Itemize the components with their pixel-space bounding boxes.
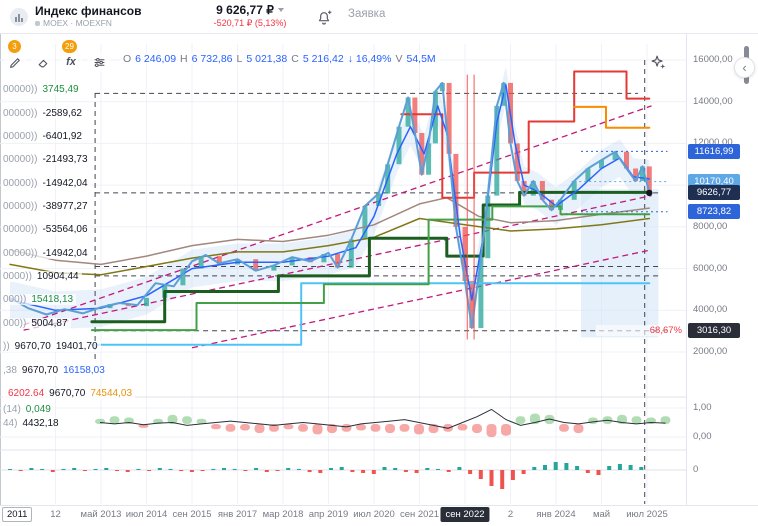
instrument-name: Индекс финансов	[35, 4, 142, 18]
pane-tick: 0	[693, 464, 699, 475]
time-tick: 2011	[2, 507, 33, 522]
chart-canvas[interactable]	[0, 0, 686, 506]
high-label: H	[180, 53, 188, 65]
settings-sliders-icon[interactable]	[88, 52, 110, 72]
indicator-row[interactable]: )) 9670,70 19401,70	[2, 341, 101, 352]
time-tick: янв 2017	[217, 509, 258, 520]
time-tick: май	[592, 509, 611, 520]
time-tick: мар 2018	[262, 509, 304, 520]
price-badge: 9626,77	[688, 185, 740, 201]
time-tick: май 2013	[80, 509, 122, 520]
price-badge: 11616,99	[688, 143, 740, 159]
indicator-row[interactable]: 00000)) -38977,27	[2, 201, 91, 212]
indicator-row[interactable]: 6202.64 9670,70 74544,03	[2, 388, 136, 399]
price-tick: 8000,00	[693, 220, 728, 232]
pane-tick: 1,00	[693, 402, 712, 413]
low-value: 5 021,38	[246, 53, 288, 65]
volume-value: 54,5M	[406, 53, 436, 65]
last-price: 9 626,77 ₽	[216, 3, 274, 17]
price-tick: 16000,00	[693, 54, 733, 65]
chevron-down-icon[interactable]	[277, 8, 284, 12]
collapse-panel-icon[interactable]: ‹	[734, 57, 755, 78]
indicator-row[interactable]: 000)) 15418,13	[2, 294, 77, 305]
close-value: 5 216,42	[302, 53, 344, 65]
time-tick: сен 2015	[172, 509, 212, 520]
time-tick: сен 2022	[440, 507, 490, 522]
price-tick: 6000,00	[693, 262, 728, 274]
indicator-row[interactable]: 00000)) -21493,73	[2, 154, 91, 165]
time-tick: апр 2019	[308, 509, 349, 520]
time-tick: 2	[507, 509, 514, 520]
price-tick: 14000,00	[693, 95, 733, 107]
indicator-row[interactable]: 00000)) -14942,04	[2, 248, 91, 259]
indicator-row[interactable]: 00000)) -2589,62	[2, 108, 85, 119]
price-axis[interactable]: 16000,00 14000,00 12000,00 8000,00 6000,00 40…	[686, 0, 758, 506]
time-tick: июл 2025	[626, 509, 668, 520]
instrument-logo	[10, 7, 28, 26]
bar-change-value: ↓ 16,49%	[347, 53, 392, 65]
indicator-row[interactable]: 00000)) -53564,06	[2, 224, 91, 235]
indicator-row[interactable]: (14) 0,049	[2, 404, 54, 415]
alert-bell-icon[interactable]	[314, 8, 334, 28]
eraser-tool-icon[interactable]	[32, 52, 54, 72]
time-tick: 12	[50, 509, 61, 520]
low-label: L	[236, 53, 243, 65]
price-badge: 10170,40	[688, 174, 740, 190]
price-change: -520,71 ₽ (5,13%)	[213, 18, 287, 28]
indicator-row[interactable]: 00000)) 3745,49	[2, 84, 82, 95]
close-label: C	[291, 53, 299, 65]
indicator-row[interactable]: 44) 4432,18	[2, 418, 62, 429]
header: Индекс финансов MOEX · MOEXFN 9 626,77 ₽…	[0, 0, 758, 34]
magic-tools-icon[interactable]	[646, 51, 670, 73]
time-tick: июл 2014	[125, 509, 168, 520]
indicator-row[interactable]: 000)) 5004,87	[2, 318, 71, 329]
price-tick: 12000,00	[693, 137, 733, 149]
indicator-row[interactable]: ,38 9670,70 16158,03	[2, 365, 108, 376]
ohlc-legend[interactable]: O 6 246,09 H 6 732,86 L 5 021,38 C 5 216…	[120, 53, 439, 65]
time-tick: июл 2020	[353, 509, 395, 520]
draw-tool-icon[interactable]	[4, 52, 26, 72]
indicator-row[interactable]: 00000)) -14942,04	[2, 178, 91, 189]
instrument-exchange: MOEX · MOEXFN	[43, 18, 112, 28]
open-label: O	[123, 53, 132, 65]
price-tick: 4000,00	[693, 304, 728, 316]
indicator-row[interactable]: 0000)) 10904,44	[2, 271, 82, 282]
feed-status-icon	[35, 20, 40, 26]
high-value: 6 732,86	[191, 53, 233, 65]
drawings-count-badge: 3	[8, 40, 21, 53]
fib-level-label: 68,67%	[596, 325, 682, 336]
time-tick: сен 2021	[399, 509, 440, 520]
price-block: 9 626,77 ₽ -520,71 ₽ (5,13%)	[192, 3, 308, 29]
price-badge: 8723,82	[688, 204, 740, 220]
indicators-count-badge: 29	[62, 40, 77, 53]
order-button[interactable]: Заявка	[348, 8, 386, 20]
price-badge: 3016,30	[688, 323, 740, 339]
open-value: 6 246,09	[135, 53, 177, 65]
time-tick: янв 2024	[536, 509, 576, 520]
instrument-info[interactable]: Индекс финансов MOEX · MOEXFN	[10, 5, 141, 28]
price-tick: 2000,00	[693, 346, 728, 357]
volume-label: V	[395, 53, 403, 65]
time-axis[interactable]: 2011 12 май 2013 июл 2014 сен 2015 янв 2017 ма…	[0, 505, 758, 526]
indicator-row[interactable]: 00000)) -6401,92	[2, 131, 85, 142]
pane-tick: 0,00	[693, 431, 712, 442]
indicators-fx-icon[interactable]: fx	[60, 52, 82, 72]
